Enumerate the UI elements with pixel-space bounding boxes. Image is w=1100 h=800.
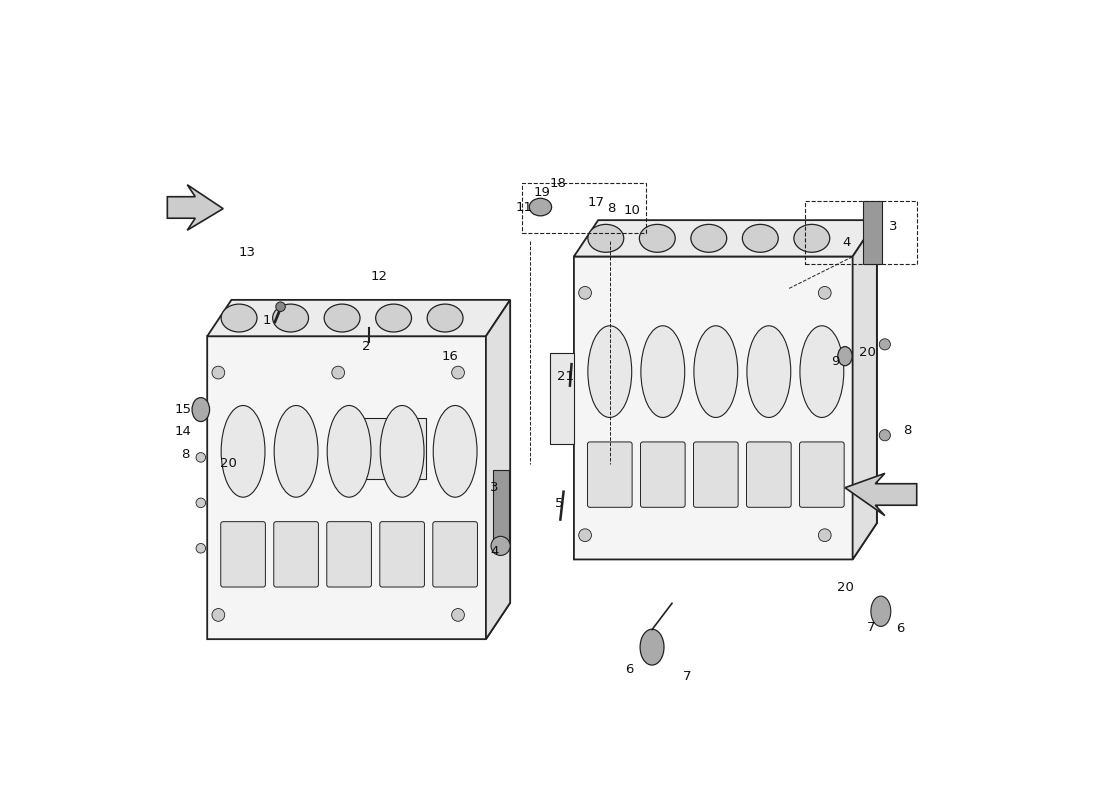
Ellipse shape xyxy=(273,304,308,332)
Text: 5: 5 xyxy=(554,497,563,510)
Polygon shape xyxy=(359,418,426,478)
Text: 3: 3 xyxy=(490,481,498,494)
Polygon shape xyxy=(845,474,916,515)
FancyBboxPatch shape xyxy=(747,442,791,507)
Ellipse shape xyxy=(433,406,477,497)
Ellipse shape xyxy=(800,326,844,418)
Text: 13: 13 xyxy=(239,246,255,259)
Text: 17: 17 xyxy=(587,196,605,209)
Ellipse shape xyxy=(375,304,411,332)
Polygon shape xyxy=(486,300,510,639)
Text: 2: 2 xyxy=(362,340,371,353)
Text: 11: 11 xyxy=(516,201,534,214)
Text: 6: 6 xyxy=(626,663,634,676)
Text: 20: 20 xyxy=(220,458,238,470)
Circle shape xyxy=(879,338,890,350)
Polygon shape xyxy=(334,418,426,615)
Text: 15: 15 xyxy=(175,403,191,416)
Ellipse shape xyxy=(871,596,891,626)
Text: 9: 9 xyxy=(832,355,839,368)
Ellipse shape xyxy=(640,630,664,665)
Ellipse shape xyxy=(838,346,853,366)
Circle shape xyxy=(196,453,206,462)
Circle shape xyxy=(818,286,832,299)
Polygon shape xyxy=(207,300,510,336)
Text: 16: 16 xyxy=(442,350,459,362)
Text: 19: 19 xyxy=(534,186,550,199)
Text: 10: 10 xyxy=(624,204,640,217)
Text: 4: 4 xyxy=(843,236,850,249)
Polygon shape xyxy=(852,220,877,559)
Text: 7: 7 xyxy=(683,670,692,683)
Polygon shape xyxy=(207,300,510,639)
Polygon shape xyxy=(550,354,574,444)
Circle shape xyxy=(452,609,464,622)
Ellipse shape xyxy=(381,406,424,497)
Polygon shape xyxy=(574,220,877,559)
Bar xyxy=(493,470,508,546)
Ellipse shape xyxy=(221,304,257,332)
Ellipse shape xyxy=(742,224,778,252)
Circle shape xyxy=(212,366,224,379)
Circle shape xyxy=(212,609,224,622)
Text: 7: 7 xyxy=(867,621,876,634)
FancyBboxPatch shape xyxy=(693,442,738,507)
Text: 4: 4 xyxy=(490,545,498,558)
Text: 6: 6 xyxy=(896,622,905,635)
FancyBboxPatch shape xyxy=(379,522,425,587)
FancyBboxPatch shape xyxy=(274,522,318,587)
Ellipse shape xyxy=(427,304,463,332)
Polygon shape xyxy=(167,185,223,230)
Text: 8: 8 xyxy=(903,424,911,437)
Ellipse shape xyxy=(691,224,727,252)
Text: 20: 20 xyxy=(836,581,854,594)
Circle shape xyxy=(491,536,510,555)
Text: 8: 8 xyxy=(607,202,616,215)
Circle shape xyxy=(452,366,464,379)
Circle shape xyxy=(196,407,206,417)
FancyBboxPatch shape xyxy=(800,442,844,507)
FancyBboxPatch shape xyxy=(221,522,265,587)
Ellipse shape xyxy=(641,326,684,418)
Circle shape xyxy=(579,286,592,299)
Bar xyxy=(805,201,916,265)
Text: 18: 18 xyxy=(550,177,566,190)
Circle shape xyxy=(579,529,592,542)
Circle shape xyxy=(879,430,890,441)
Ellipse shape xyxy=(221,406,265,497)
Circle shape xyxy=(196,498,206,508)
Text: 3: 3 xyxy=(889,220,898,233)
Ellipse shape xyxy=(529,198,551,216)
Ellipse shape xyxy=(192,398,210,422)
Bar xyxy=(864,201,882,265)
Ellipse shape xyxy=(587,224,624,252)
Text: 20: 20 xyxy=(859,346,876,358)
Ellipse shape xyxy=(794,224,829,252)
Ellipse shape xyxy=(694,326,738,418)
Polygon shape xyxy=(574,220,877,257)
Ellipse shape xyxy=(587,326,631,418)
Circle shape xyxy=(196,543,206,553)
Ellipse shape xyxy=(747,326,791,418)
Text: 21: 21 xyxy=(558,370,574,382)
Ellipse shape xyxy=(639,224,675,252)
Ellipse shape xyxy=(324,304,360,332)
Circle shape xyxy=(276,302,285,311)
FancyBboxPatch shape xyxy=(640,442,685,507)
Bar xyxy=(522,183,646,233)
FancyBboxPatch shape xyxy=(432,522,477,587)
Circle shape xyxy=(332,366,344,379)
Ellipse shape xyxy=(327,406,371,497)
Text: 8: 8 xyxy=(182,448,190,461)
Text: 1: 1 xyxy=(263,314,272,326)
Text: 12: 12 xyxy=(370,270,387,283)
Ellipse shape xyxy=(274,406,318,497)
FancyBboxPatch shape xyxy=(327,522,372,587)
Text: 14: 14 xyxy=(175,426,191,438)
Circle shape xyxy=(818,529,832,542)
FancyBboxPatch shape xyxy=(587,442,632,507)
